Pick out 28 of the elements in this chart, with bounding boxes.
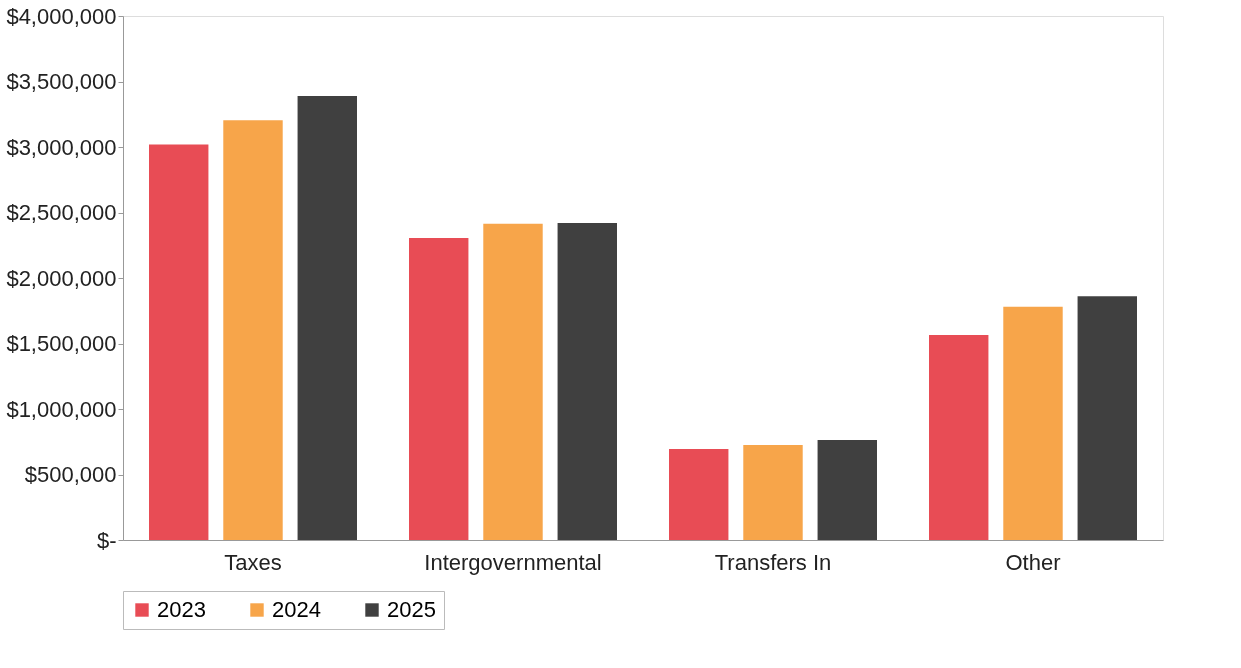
y-tick-label: $2,500,000 [6,200,117,225]
x-tick-label: Intergovernmental [424,549,602,575]
bar [557,222,617,540]
legend-label: 2024 [272,597,321,622]
bar [1003,306,1063,540]
y-tick-label: $500,000 [24,462,117,487]
bar [409,238,469,540]
x-tick-label: Taxes [224,549,282,575]
bar [669,448,729,540]
bar [223,120,283,540]
y-tick-label: $4,000,000 [6,3,117,29]
x-tick-label: Other [1005,549,1061,575]
y-tick-label: $3,000,000 [6,134,117,160]
legend-label: 2023 [157,597,206,622]
bar [929,334,989,540]
y-tick-label: $3,500,000 [6,69,117,94]
y-tick-label: $2,000,000 [6,265,117,291]
y-tick-label: $1,500,000 [6,331,117,356]
y-tick-label: $1,000,000 [6,396,117,422]
bar [149,144,209,540]
y-tick-label: $- [96,527,117,553]
bar [743,445,803,540]
bar [297,95,357,540]
legend-label: 2025 [387,597,436,622]
x-tick-label: Transfers In [714,549,832,575]
bar [483,223,543,540]
bar [817,440,877,540]
bar [1077,296,1137,540]
